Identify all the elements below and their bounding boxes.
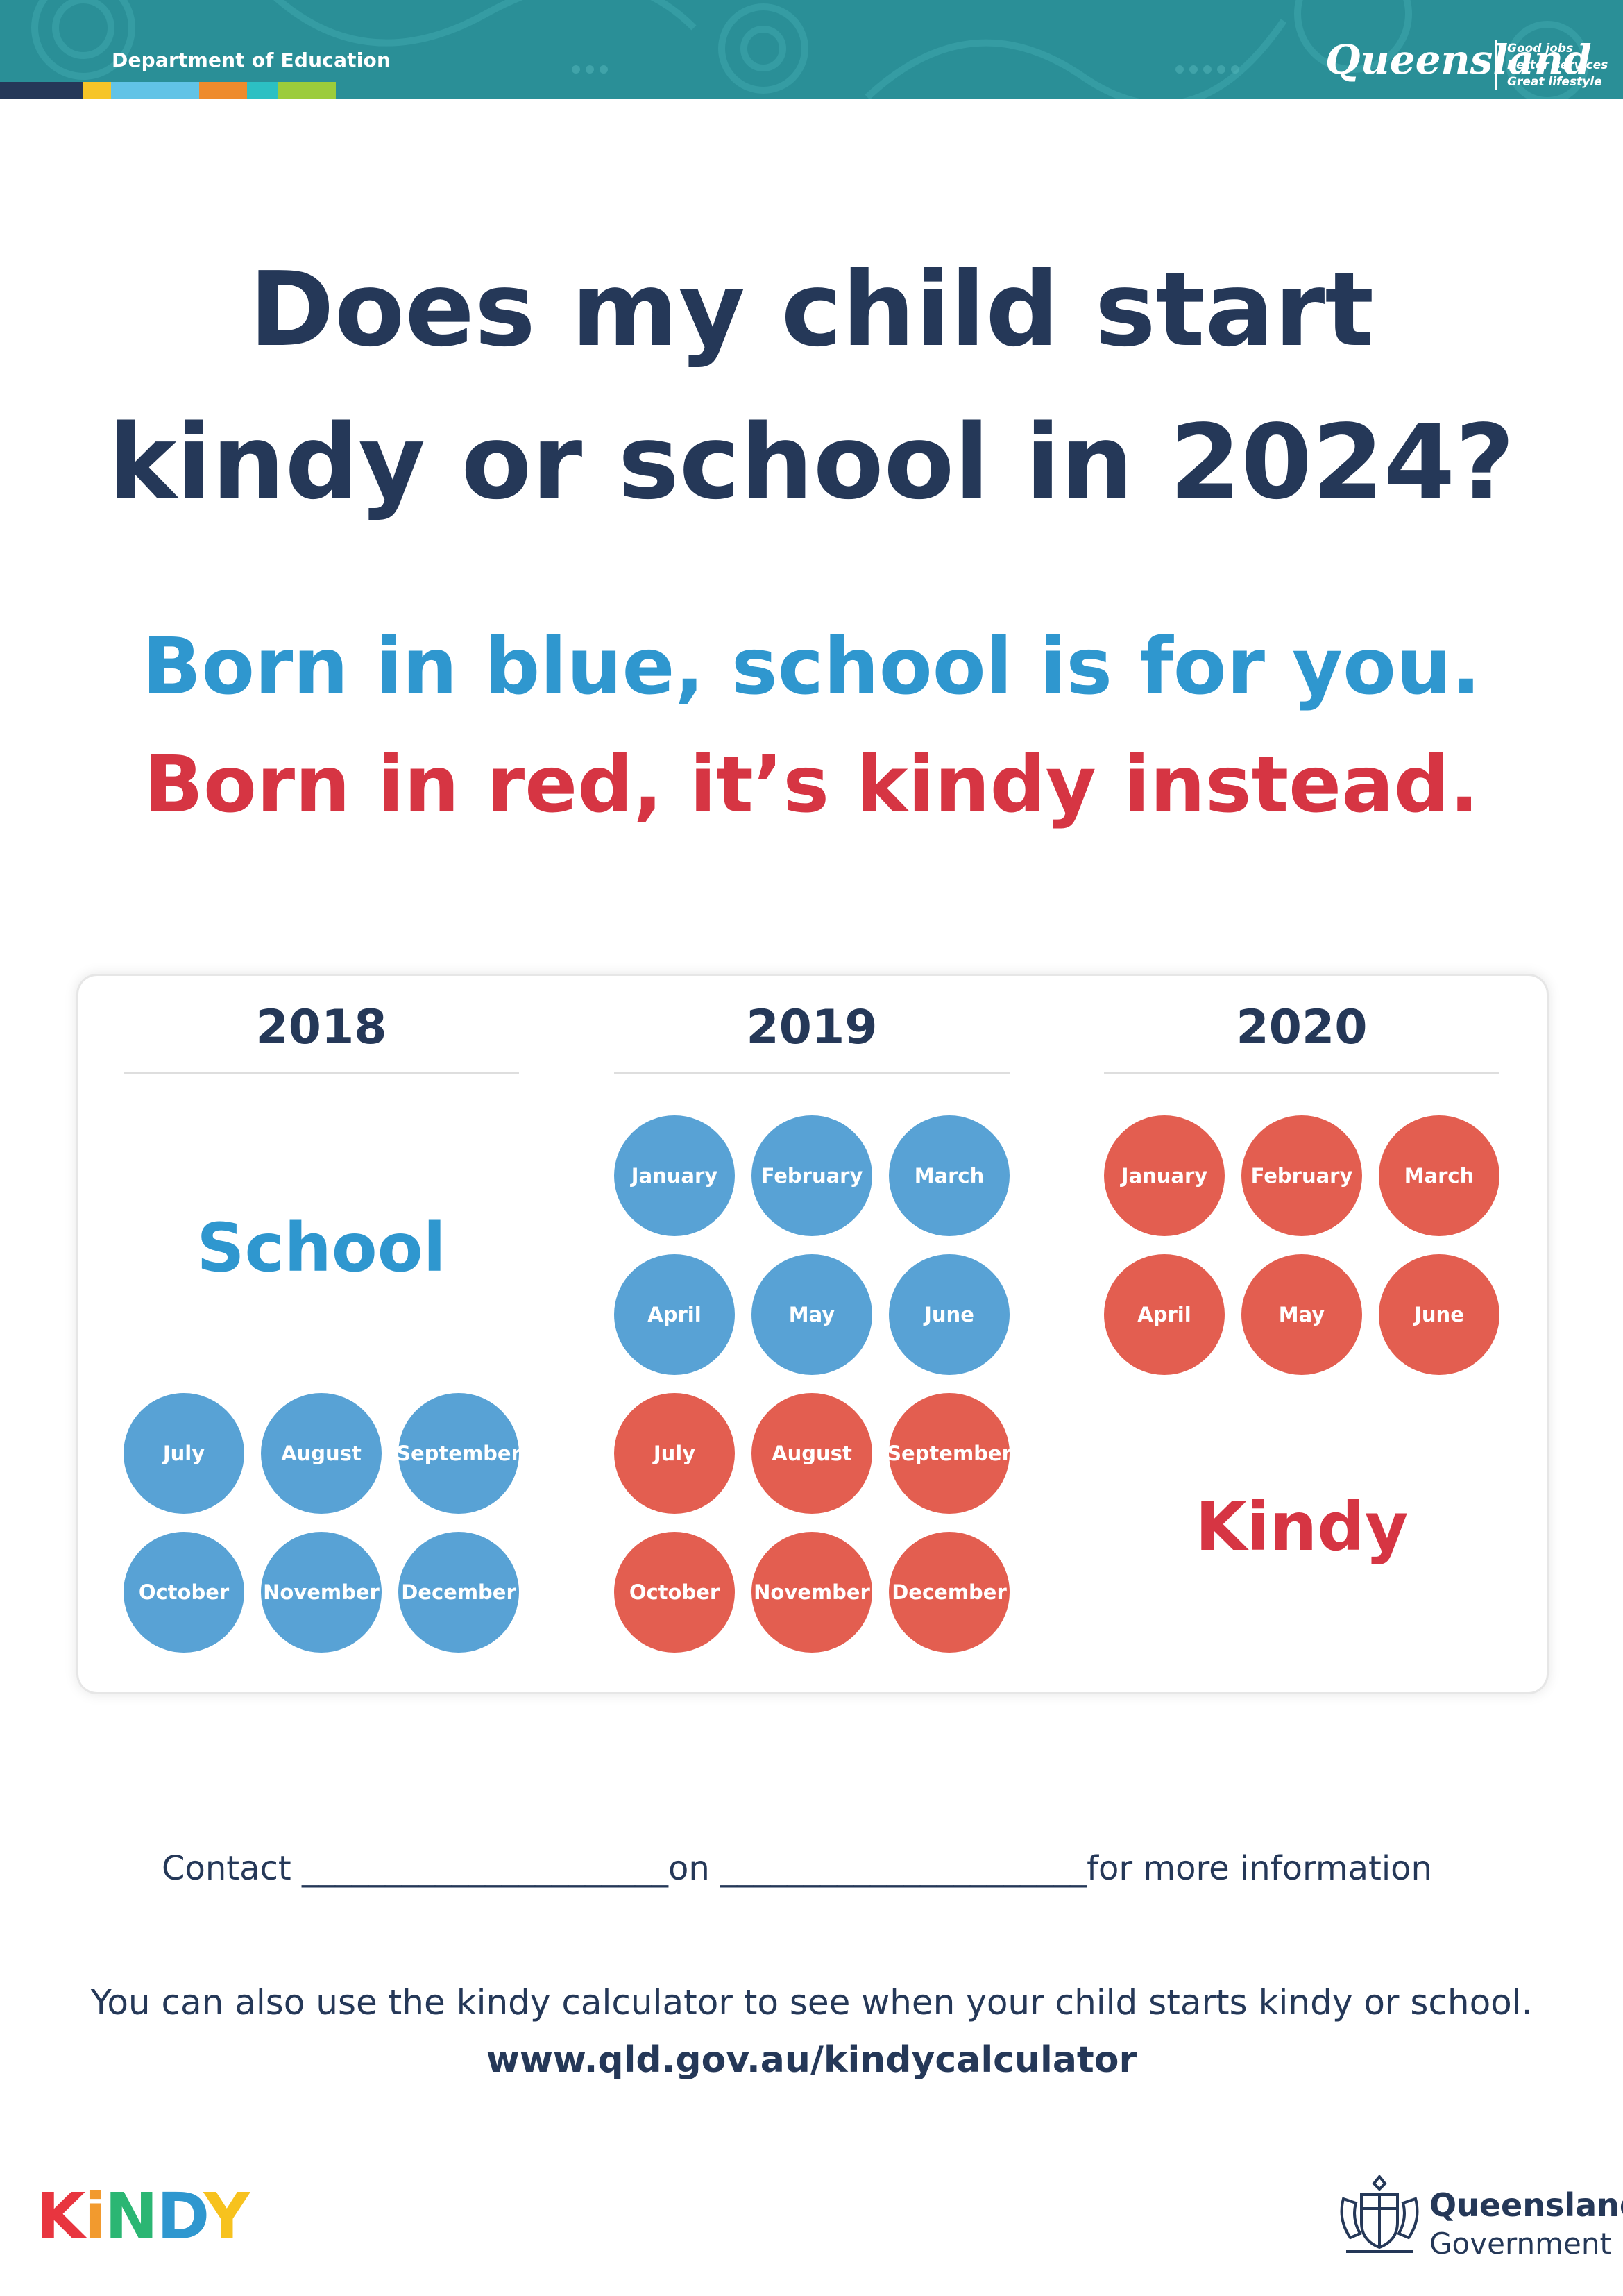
month-circle: March <box>1379 1115 1499 1236</box>
month-circle: January <box>1104 1115 1225 1236</box>
contact-suffix: for more information <box>1087 1849 1432 1888</box>
year-divider <box>124 1072 519 1074</box>
month-circle: April <box>1104 1254 1225 1375</box>
kindy-logo: KiNDY <box>36 2179 250 2254</box>
month-circle: March <box>889 1115 1010 1236</box>
contact-middle: on <box>668 1849 721 1888</box>
tagline-line-1: Good jobs <box>1507 42 1574 56</box>
rhyme-red-line: Born in red, it’s kindy instead. <box>144 740 1479 830</box>
year-heading: 2020 <box>1236 1000 1368 1055</box>
calculator-link[interactable]: www.qld.gov.au/kindycalculator <box>486 2039 1137 2081</box>
kindy-label: Kindy <box>1195 1488 1409 1566</box>
government-line-2: Government <box>1429 2227 1611 2261</box>
month-circle: October <box>614 1532 735 1653</box>
indigenous-pattern-decoration <box>31 0 1589 99</box>
year-divider <box>1104 1072 1499 1074</box>
month-circle: May <box>751 1254 872 1375</box>
government-line-1: Queensland <box>1429 2186 1623 2224</box>
month-circle: October <box>124 1532 244 1653</box>
coat-of-arms-icon <box>1340 2174 1419 2253</box>
kindy-logo-letter: N <box>104 2179 158 2254</box>
month-circle: December <box>889 1532 1010 1653</box>
kindy-logo-letter: Y <box>203 2179 250 2254</box>
contact-blank-phone[interactable]: ______________________ <box>720 1849 1087 1888</box>
month-circle: May <box>1241 1254 1362 1375</box>
page-title-line-2: kindy or school in 2024? <box>108 403 1515 522</box>
month-circle: August <box>261 1393 382 1514</box>
month-circle: September <box>396 1393 521 1514</box>
stripe-segment <box>247 82 278 99</box>
stripe-segment <box>111 82 199 99</box>
wordmark-divider <box>1495 40 1497 90</box>
month-circle: September <box>887 1393 1012 1514</box>
month-circle: June <box>889 1254 1010 1375</box>
rhyme-blue-line: Born in blue, school is for you. <box>142 622 1481 712</box>
month-circle: December <box>398 1532 519 1653</box>
kindy-logo-letter: D <box>156 2179 205 2254</box>
kindy-logo-letter: K <box>36 2179 85 2254</box>
department-name: Department of Education <box>112 49 391 71</box>
month-circle: August <box>751 1393 872 1514</box>
stripe-segment <box>278 82 336 99</box>
kindy-logo-letter: i <box>84 2179 106 2254</box>
month-circle: June <box>1379 1254 1499 1375</box>
page-title-line-1: Does my child start <box>248 250 1375 369</box>
tagline-line-2: Better services <box>1507 58 1608 72</box>
year-heading: 2018 <box>255 1000 387 1055</box>
month-circle: February <box>1241 1115 1362 1236</box>
contact-prefix: Contact <box>162 1849 303 1888</box>
year-heading: 2019 <box>746 1000 878 1055</box>
tagline-line-3: Great lifestyle <box>1507 75 1602 89</box>
month-circle: July <box>614 1393 735 1514</box>
stripe-segment <box>83 82 111 99</box>
month-circle: July <box>124 1393 244 1514</box>
contact-blank-name[interactable]: ______________________ <box>302 1849 669 1888</box>
calculator-text: You can also use the kindy calculator to… <box>90 1982 1533 2023</box>
year-divider <box>614 1072 1010 1074</box>
school-label: School <box>196 1209 446 1287</box>
month-circle: February <box>751 1115 872 1236</box>
queensland-wordmark: Queensland <box>1325 36 1592 83</box>
month-circle: November <box>261 1532 382 1653</box>
stripe-segment <box>199 82 247 99</box>
month-circle: January <box>614 1115 735 1236</box>
stripe-segment <box>0 82 83 99</box>
contact-line: Contact ______________________on _______… <box>162 1849 1432 1888</box>
month-circle: November <box>751 1532 872 1653</box>
month-circle: April <box>614 1254 735 1375</box>
